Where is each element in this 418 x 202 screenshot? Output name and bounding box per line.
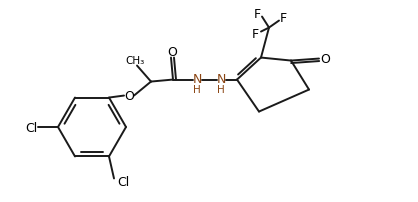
Text: F: F [280,12,287,25]
Text: H: H [193,84,201,94]
Text: CH₃: CH₃ [125,55,145,65]
Text: F: F [253,8,260,21]
Text: N: N [216,73,226,86]
Text: O: O [124,90,134,103]
Text: O: O [167,46,177,59]
Text: H: H [217,84,225,94]
Text: N: N [192,73,202,86]
Text: O: O [320,53,330,66]
Text: Cl: Cl [117,175,129,188]
Text: F: F [252,28,259,41]
Text: Cl: Cl [25,121,37,134]
